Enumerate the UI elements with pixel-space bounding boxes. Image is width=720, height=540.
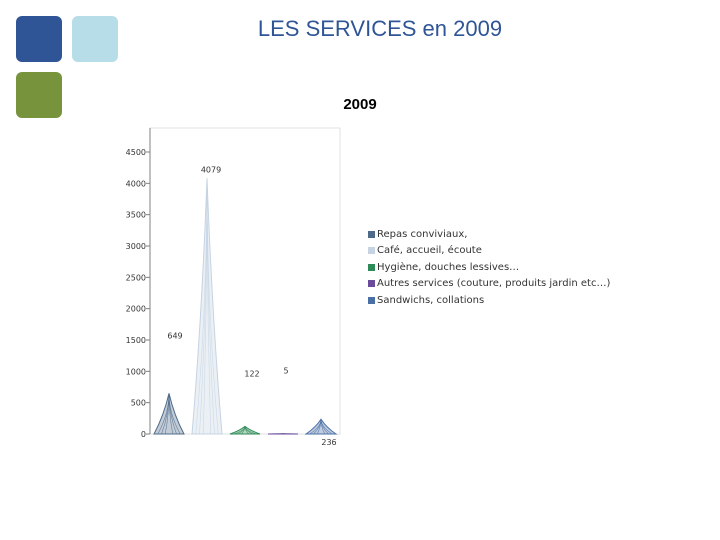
legend-item: Repas conviviaux, bbox=[368, 226, 610, 243]
legend-item: Sandwichs, collations bbox=[368, 292, 610, 309]
plot-area bbox=[149, 127, 341, 435]
legend-swatch bbox=[368, 230, 375, 238]
legend-label: Sandwichs, collations bbox=[377, 294, 485, 306]
legend-item: Autres services (couture, produits jardi… bbox=[368, 276, 610, 293]
legend-item: Café, accueil, écoute bbox=[368, 243, 610, 260]
y-tick-label: 1000 bbox=[126, 367, 146, 376]
y-tick-label: 4000 bbox=[126, 179, 146, 188]
bar-4-stripe bbox=[309, 419, 333, 435]
chart-legend: Repas conviviaux, Café, accueil, écoute Hy… bbox=[368, 226, 610, 309]
data-label-4: 236 bbox=[321, 438, 336, 447]
legend-swatch bbox=[368, 247, 375, 255]
legend-label: Café, accueil, écoute bbox=[377, 245, 482, 257]
slide-title: LES SERVICES en 2009 bbox=[257, 16, 503, 41]
legend-label: Autres services (couture, produits jardi… bbox=[377, 278, 611, 290]
decor-square-light bbox=[72, 16, 118, 62]
y-tick-label: 2500 bbox=[126, 273, 146, 282]
bar-0-stripe bbox=[157, 393, 181, 435]
y-tick-label: 3000 bbox=[126, 242, 146, 251]
legend-swatch bbox=[368, 296, 375, 304]
y-tick-label: 2000 bbox=[126, 305, 146, 314]
y-tick-label: 0 bbox=[141, 430, 146, 439]
legend-swatch bbox=[368, 280, 375, 288]
data-label-2: 122 bbox=[244, 369, 259, 378]
decor-square-blue bbox=[16, 16, 62, 62]
legend-item: Hygiène, douches lessives… bbox=[368, 259, 610, 276]
y-tick-label: 500 bbox=[131, 399, 146, 408]
decor-square-green bbox=[16, 72, 62, 118]
y-tick-label: 3500 bbox=[126, 211, 146, 220]
chart-title: 2009 bbox=[343, 96, 377, 113]
bar-1-stripe bbox=[195, 178, 219, 435]
y-tick-label: 4500 bbox=[126, 148, 146, 157]
legend-label: Repas conviviaux, bbox=[377, 228, 468, 240]
y-tick-label: 1500 bbox=[126, 336, 146, 345]
data-label-1: 4079 bbox=[201, 165, 221, 174]
bar-2-stripe bbox=[233, 426, 257, 435]
data-label-3: 5 bbox=[283, 367, 288, 376]
legend-label: Hygiène, douches lessives… bbox=[377, 261, 520, 273]
data-label-0: 649 bbox=[167, 331, 182, 340]
legend-swatch bbox=[368, 263, 375, 271]
